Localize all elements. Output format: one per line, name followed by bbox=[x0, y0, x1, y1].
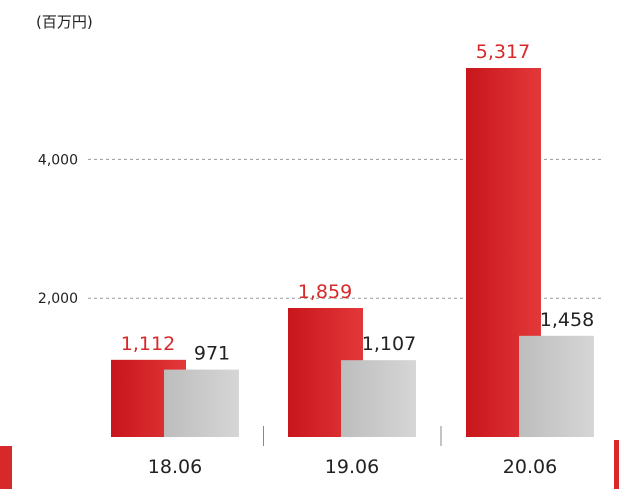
data-label-series1-0: 1,112 bbox=[121, 333, 175, 355]
y-tick-label-0: 2,000 bbox=[38, 291, 78, 307]
red-edge-accent-left bbox=[0, 446, 12, 489]
category-label-0: 18.06 bbox=[148, 456, 202, 478]
y-tick-label-1: 4,000 bbox=[38, 152, 78, 168]
bar-series2-0 bbox=[164, 369, 239, 437]
unit-label: (百万円) bbox=[36, 13, 93, 31]
data-label-series2-2: 1,458 bbox=[540, 309, 594, 331]
red-edge-accent-right bbox=[614, 440, 619, 489]
data-labels: 1,112 971 1,859 1,107 5,317 1,458 bbox=[121, 41, 594, 365]
category-separators bbox=[263, 426, 442, 446]
data-label-series2-0: 971 bbox=[194, 343, 230, 365]
bars bbox=[111, 68, 594, 437]
bar-series2-1 bbox=[341, 360, 416, 437]
bar-series2-2 bbox=[519, 335, 594, 437]
data-label-series2-1: 1,107 bbox=[362, 333, 416, 355]
y-tick-labels: 2,000 4,000 bbox=[38, 152, 78, 307]
data-label-series1-1: 1,859 bbox=[298, 281, 352, 303]
data-label-series1-2: 5,317 bbox=[476, 41, 530, 63]
category-label-2: 20.06 bbox=[503, 456, 557, 478]
category-labels: 18.06 19.06 20.06 bbox=[148, 456, 557, 478]
category-label-1: 19.06 bbox=[325, 456, 379, 478]
